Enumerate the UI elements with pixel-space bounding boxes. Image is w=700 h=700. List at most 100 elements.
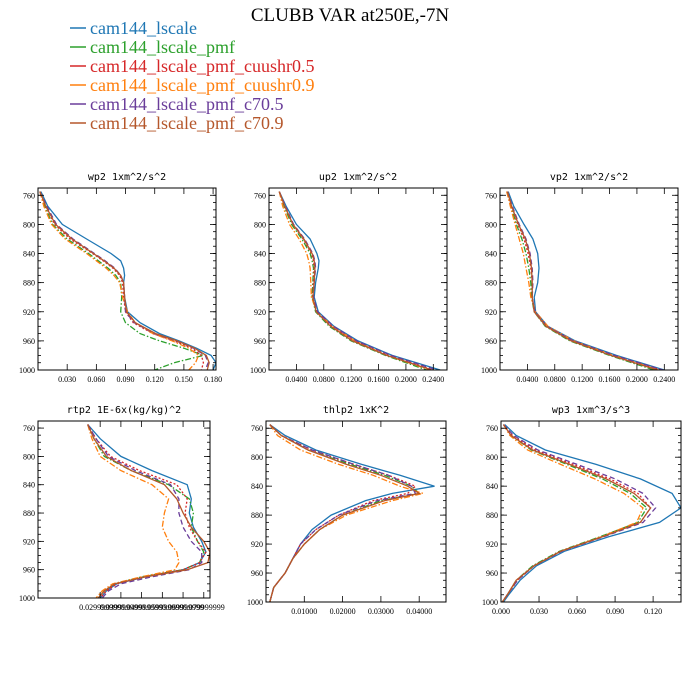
series-line-cam144_lscale_pmf_c70.5: [87, 424, 203, 598]
y-tick-label: 840: [23, 250, 35, 259]
series-line-cam144_lscale_pmf: [506, 191, 655, 370]
y-tick-label: 1000: [481, 366, 497, 375]
x-tick-label: 0.2400: [422, 375, 444, 384]
y-tick-label: 880: [251, 511, 263, 520]
panel-title: rtp2 1E-6x(kg/kg)^2: [67, 405, 181, 416]
series-line-cam144_lscale: [502, 424, 681, 602]
x-tick-label: 0.2400: [653, 375, 675, 384]
x-tick-label: 0.1200: [571, 375, 593, 384]
series-line-cam144_lscale_pmf: [39, 191, 206, 370]
series-line-cam144_lscale_pmf: [87, 424, 205, 598]
panel-title: wp2 1xm^2/s^2: [88, 172, 166, 183]
y-tick-label: 920: [254, 308, 266, 317]
panel-title: thlp2 1xK^2: [323, 405, 389, 416]
y-tick-label: 760: [23, 424, 35, 433]
panel-5: thlp2 1xK^2 760 800 840 880 920 960 1000 0.01000…: [247, 405, 447, 616]
y-tick-label: 880: [254, 279, 266, 288]
x-tick-label: 0.04000: [406, 607, 432, 616]
y-tick-label: 1000: [19, 366, 35, 375]
x-tick-label: 0.120: [644, 607, 662, 616]
legend-entry: cam144_lscale: [70, 18, 197, 38]
series-line-cam144_lscale_pmf_c70.5: [269, 424, 417, 602]
x-tick-label: 0.01000: [291, 607, 317, 616]
x-tick-label: 0.030: [530, 607, 548, 616]
series-line-cam144_lscale_pmf_c70.5: [501, 424, 657, 602]
y-tick-label: 800: [254, 220, 266, 229]
plot-frame: [265, 420, 447, 603]
y-tick-label: 760: [254, 191, 266, 200]
series-line-cam144_lscale: [278, 191, 441, 370]
series-line-cam144_lscale_pmf_c70.9: [39, 191, 210, 370]
series-line-cam144_lscale_pmf: [278, 191, 427, 370]
series-line-cam144_lscale_pmf_cuushr0.5: [39, 191, 205, 370]
x-tick-label: 0.120: [146, 375, 164, 384]
y-tick-label: 800: [23, 220, 35, 229]
x-tick-label: 0.02000: [330, 607, 356, 616]
y-tick-label: 880: [485, 279, 497, 288]
legend-entry: cam144_lscale_pmf_cuushr0.9: [70, 75, 314, 95]
y-tick-label: 1000: [19, 594, 35, 603]
series-line-cam144_lscale_pmf_c70.9: [87, 424, 210, 598]
series-line-cam144_lscale_pmf_cuushr0.9: [506, 191, 659, 370]
y-tick-label: 1000: [482, 598, 498, 607]
x-tick-label: 0.030: [58, 375, 76, 384]
series-line-cam144_lscale: [87, 424, 207, 598]
panel-2: up2 1xm^2/s^2 760 800 840 880 920 960 1000 0.040…: [250, 172, 448, 384]
y-tick-label: 800: [251, 453, 263, 462]
x-tick-label: 0.1200: [340, 375, 362, 384]
y-tick-label: 840: [486, 482, 498, 491]
x-tick-label: 0.090: [117, 375, 135, 384]
y-tick-label: 800: [485, 220, 497, 229]
legend-label: cam144_lscale_pmf_cuushr0.5: [90, 56, 314, 76]
series-line-cam144_lscale_pmf_c70.9: [269, 424, 421, 602]
y-tick-label: 840: [485, 250, 497, 259]
legend-entry: cam144_lscale_pmf_c70.5: [70, 94, 283, 114]
plot-frame: [500, 420, 682, 603]
y-tick-label: 960: [23, 337, 35, 346]
figure-title: CLUBB VAR at250E,-7N: [251, 5, 450, 26]
series-line-cam144_lscale: [40, 191, 216, 370]
y-tick-label: 840: [251, 482, 263, 491]
series-line-cam144_lscale_pmf_cuushr0.9: [87, 424, 180, 598]
x-tick-label: 0.059999999: [141, 603, 183, 612]
x-tick-label: 0.0800: [313, 375, 335, 384]
panel-title: wp3 1xm^3/s^3: [552, 405, 630, 416]
panel-3: vp2 1xm^2/s^2 760 800 840 880 920 960 1000 0.040…: [481, 172, 679, 384]
y-tick-label: 1000: [247, 598, 263, 607]
y-tick-label: 840: [254, 250, 266, 259]
series-line-cam144_lscale_pmf_cuushr0.9: [501, 424, 644, 602]
y-tick-label: 920: [485, 308, 497, 317]
x-tick-label: 0.1600: [599, 375, 621, 384]
plot-frame: [499, 187, 679, 371]
y-tick-label: 960: [23, 566, 35, 575]
legend-label: cam144_lscale_pmf: [90, 37, 235, 57]
y-tick-label: 760: [251, 424, 263, 433]
x-tick-label: 0.0400: [285, 375, 307, 384]
x-tick-label: 0.090: [606, 607, 624, 616]
panel-4: rtp2 1E-6x(kg/kg)^2 760 800 840 880 920 960 100…: [19, 405, 225, 612]
y-tick-label: 960: [254, 337, 266, 346]
series-line-cam144_lscale_pmf: [501, 424, 648, 602]
series-group: [501, 424, 681, 602]
panel-title: up2 1xm^2/s^2: [319, 172, 397, 183]
y-tick-label: 920: [251, 540, 263, 549]
legend: cam144_lscalecam144_lscale_pmfcam144_lsc…: [70, 18, 314, 133]
y-tick-label: 800: [23, 452, 35, 461]
series-line-cam144_lscale_pmf_cuushr0.5: [278, 191, 434, 370]
legend-label: cam144_lscale: [90, 18, 197, 38]
legend-label: cam144_lscale_pmf_c70.5: [90, 94, 283, 114]
y-tick-label: 800: [486, 453, 498, 462]
x-tick-label: 0.069999999: [162, 603, 204, 612]
x-tick-label: 0.060: [568, 607, 586, 616]
y-tick-label: 920: [486, 540, 498, 549]
series-line-cam144_lscale_pmf_cuushr0.9: [39, 191, 200, 370]
series-line-cam144_lscale_pmf_cuushr0.5: [87, 424, 207, 598]
y-tick-label: 960: [251, 569, 263, 578]
legend-entry: cam144_lscale_pmf_cuushr0.5: [70, 56, 314, 76]
y-tick-label: 760: [485, 191, 497, 200]
series-line-cam144_lscale_pmf_c70.9: [506, 191, 658, 370]
series-line-cam144_lscale_pmf_cuushr0.5: [269, 424, 417, 602]
series-line-cam144_lscale_pmf_c70.9: [501, 424, 652, 602]
panel-title: vp2 1xm^2/s^2: [550, 172, 628, 183]
